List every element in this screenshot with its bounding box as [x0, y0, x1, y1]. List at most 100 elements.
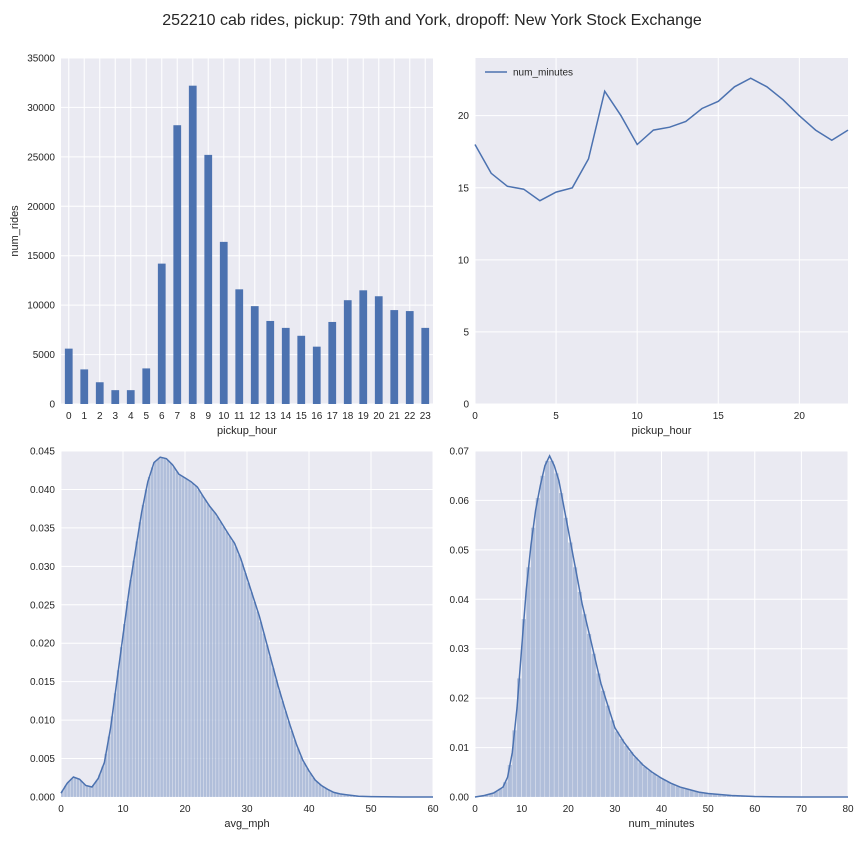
x-axis-label: num_minutes — [628, 818, 695, 830]
histogram-bin — [262, 633, 266, 798]
x-tick-label: 11 — [234, 411, 245, 422]
y-axis-label: num_rides — [9, 205, 21, 257]
histogram-bin — [194, 485, 198, 798]
histogram-bin — [147, 476, 151, 798]
x-tick-label: 23 — [420, 411, 432, 422]
x-tick-label: 30 — [241, 804, 253, 815]
x-tick-label: 80 — [842, 804, 854, 815]
line-chart-minutes-by-hour: 0 5 10 15 20 0 5 10 15 20 pickup_hour num_minutes — [458, 58, 849, 437]
histogram-bin — [271, 668, 275, 798]
bar — [266, 320, 275, 404]
histogram-bin — [591, 653, 597, 798]
x-tick-label: 10 — [632, 411, 644, 422]
histogram-bin — [540, 475, 545, 798]
y-tick-label: 0.02 — [450, 694, 470, 705]
histogram-bin — [526, 567, 531, 798]
histogram-bin — [246, 582, 250, 798]
histogram-bin — [231, 540, 235, 798]
histogram-bin — [184, 478, 188, 798]
histogram-bin — [82, 783, 86, 798]
histogram-bin — [156, 458, 161, 798]
histogram-bin — [670, 783, 676, 798]
histogram-bin — [666, 781, 671, 798]
bar — [219, 241, 228, 404]
histogram-bin — [225, 531, 229, 798]
histogram-bin — [652, 773, 657, 798]
bar — [157, 263, 166, 404]
y-tick-label: 30000 — [27, 103, 55, 114]
bar — [328, 321, 337, 404]
histogram-bin — [234, 546, 238, 798]
histogram-bin — [638, 762, 643, 798]
x-tick-label: 30 — [609, 804, 621, 815]
histogram-bin — [586, 633, 592, 798]
plot-area — [61, 58, 433, 404]
density-curve — [474, 454, 848, 798]
histogram-bin — [172, 466, 176, 798]
x-tick-label: 7 — [174, 411, 180, 422]
histogram-bin — [305, 768, 309, 798]
x-tick-label: 60 — [427, 804, 439, 815]
bar — [297, 335, 306, 404]
histogram-bin — [290, 730, 294, 798]
x-tick-label: 6 — [159, 411, 165, 422]
histogram-bin — [274, 679, 278, 798]
x-tick-label: 3 — [112, 411, 118, 422]
histogram-bin — [141, 504, 145, 798]
y-tick-label: 0.06 — [450, 496, 470, 507]
bar — [405, 311, 414, 404]
x-tick-label: 5 — [553, 411, 559, 422]
histogram-bin — [132, 560, 136, 798]
histogram-bin — [135, 541, 139, 798]
histogram-bin — [259, 621, 263, 798]
histogram-bin — [549, 460, 555, 798]
histogram-bin — [544, 460, 550, 798]
histogram-bin — [318, 783, 322, 798]
bar — [421, 327, 430, 404]
histogram-bin — [315, 781, 319, 798]
histogram-bin — [116, 669, 120, 798]
histogram-bin — [302, 762, 306, 798]
bar — [312, 346, 321, 404]
bar — [95, 382, 104, 404]
y-tick-label: 0 — [463, 400, 469, 411]
histogram-bin — [284, 711, 288, 798]
histogram-bin — [299, 756, 303, 798]
x-tick-label: 4 — [128, 411, 134, 422]
bar — [80, 369, 89, 404]
histogram-bin — [203, 499, 207, 798]
histogram-bin — [287, 721, 291, 798]
bar — [374, 296, 383, 404]
histogram-bin — [605, 705, 611, 798]
histogram-bin — [70, 778, 74, 798]
histogram-bin — [200, 494, 204, 798]
histogram-bin — [178, 474, 182, 798]
bar — [188, 85, 197, 405]
histogram-bin — [321, 786, 325, 798]
histogram-bin — [277, 690, 281, 798]
histogram-bin — [85, 785, 89, 798]
histogram-bin — [265, 644, 269, 798]
x-tick-label: 40 — [303, 804, 315, 815]
x-tick-label: 19 — [358, 411, 370, 422]
histogram-bin — [675, 785, 680, 798]
histogram-bin — [554, 473, 559, 798]
y-tick-label: 0.07 — [450, 447, 470, 458]
histogram-bin — [138, 521, 142, 798]
histogram-bin — [647, 770, 653, 798]
histogram-bin — [206, 503, 210, 798]
x-tick-label: 16 — [311, 411, 323, 422]
bar — [142, 368, 151, 404]
histogram-bin — [122, 623, 126, 798]
x-tick-label: 15 — [713, 411, 725, 422]
y-tick-label: 0.005 — [30, 754, 55, 765]
histogram-bin — [209, 508, 213, 798]
x-tick-label: 60 — [749, 804, 761, 815]
histogram-bin — [619, 738, 625, 798]
histogram-bin — [624, 745, 629, 798]
histogram-bin — [596, 673, 601, 798]
x-tick-label: 40 — [656, 804, 668, 815]
x-tick-label: 22 — [404, 411, 416, 422]
x-tick-label: 10 — [218, 411, 230, 422]
